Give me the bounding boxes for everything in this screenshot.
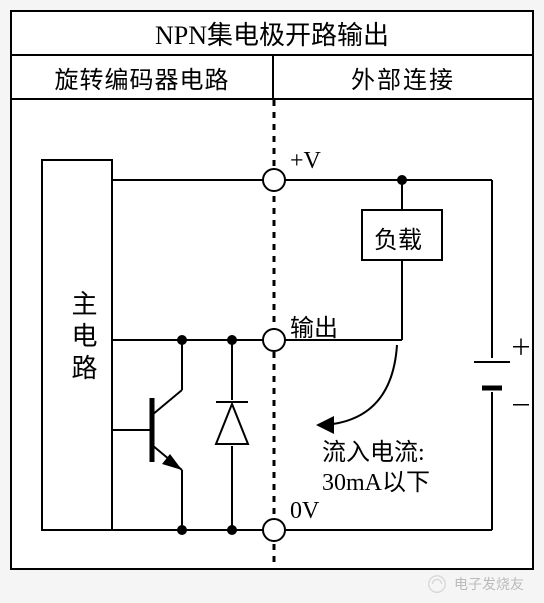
terminal-0v xyxy=(263,519,285,541)
main-circuit-label: 主电路 xyxy=(64,290,101,386)
label-sink-current-2: 30mA以下 xyxy=(322,462,430,497)
label-0v: 0V xyxy=(290,498,319,525)
label-load: 负载 xyxy=(374,220,422,255)
header-external-side: 外部连接 xyxy=(274,56,532,98)
watermark-icon xyxy=(426,573,448,595)
watermark: 电子发烧友 xyxy=(426,573,524,595)
sink-current-arrow-path xyxy=(324,345,397,425)
header-row: 旋转编码器电路 外部连接 xyxy=(12,56,532,100)
label-battery-plus: ＋ xyxy=(510,330,532,362)
header-encoder-side: 旋转编码器电路 xyxy=(12,56,274,98)
terminal-vplus xyxy=(263,169,285,191)
label-battery-minus: － xyxy=(510,388,532,420)
diagram-frame: NPN集电极开路输出 旋转编码器电路 外部连接 xyxy=(10,10,534,570)
label-output: 输出 xyxy=(290,308,338,343)
circuit-area: 主电路 +V 输出 0V 负载 ＋ － 流入电流: 30mA以下 xyxy=(12,100,532,568)
node-diode-top xyxy=(227,335,237,345)
watermark-text: 电子发烧友 xyxy=(454,574,524,594)
diagram-title: NPN集电极开路输出 xyxy=(12,12,532,56)
terminal-output xyxy=(263,329,285,351)
node-emitter xyxy=(177,525,187,535)
node-vplus-load xyxy=(397,175,407,185)
transistor-collector-leg xyxy=(152,390,182,415)
diode-triangle xyxy=(216,404,248,444)
node-collector xyxy=(177,335,187,345)
node-diode-bot xyxy=(227,525,237,535)
label-vplus: +V xyxy=(290,148,321,175)
